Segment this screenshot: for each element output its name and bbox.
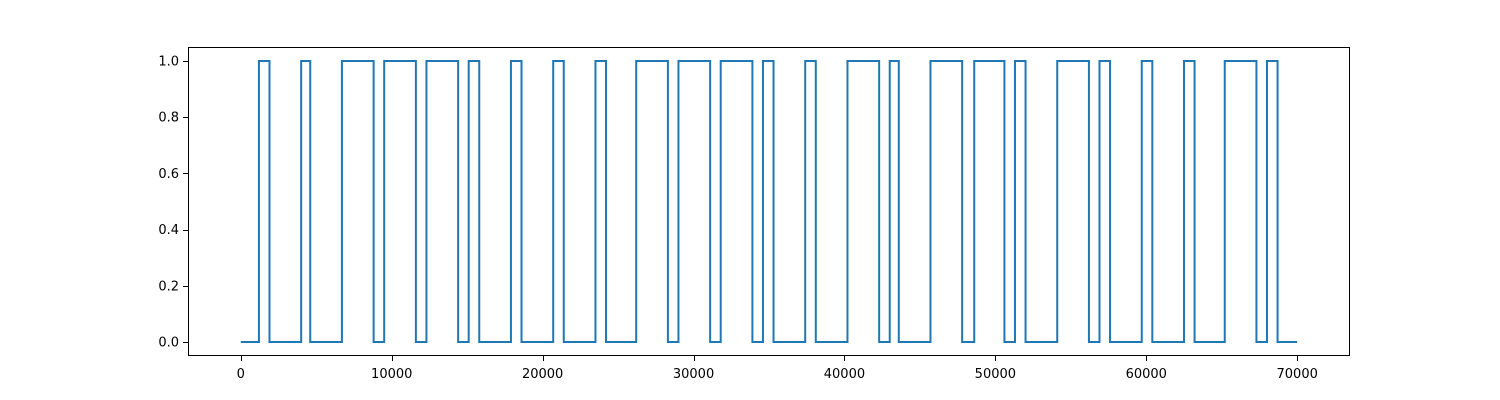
y-tick-label: 0.8 (158, 111, 179, 126)
series-layer (240, 60, 1298, 343)
y-axis: 0.0 0.2 0.4 0.6 0.8 1.0 (158, 55, 188, 350)
y-tick-label: 0.6 (158, 167, 179, 182)
y-tick-label: 1.0 (158, 55, 179, 70)
x-tick-label: 0 (237, 367, 245, 382)
x-tick-label: 60000 (1126, 367, 1167, 382)
x-tick-label: 40000 (824, 367, 865, 382)
x-axis: 0 10000 20000 30000 40000 50000 60000 70000 (237, 356, 1318, 382)
y-tick-label: 0.2 (158, 279, 179, 294)
x-tick-label: 20000 (522, 367, 563, 382)
y-tick-label: 0.0 (158, 335, 179, 350)
x-tick-label: 70000 (1277, 367, 1318, 382)
x-tick-label: 30000 (673, 367, 714, 382)
x-tick-label: 10000 (371, 367, 412, 382)
axes-frame (188, 47, 1350, 356)
y-tick-label: 0.4 (158, 223, 179, 238)
x-tick-label: 50000 (975, 367, 1016, 382)
series-line-0 (240, 60, 1298, 343)
plot-area (188, 47, 1350, 356)
